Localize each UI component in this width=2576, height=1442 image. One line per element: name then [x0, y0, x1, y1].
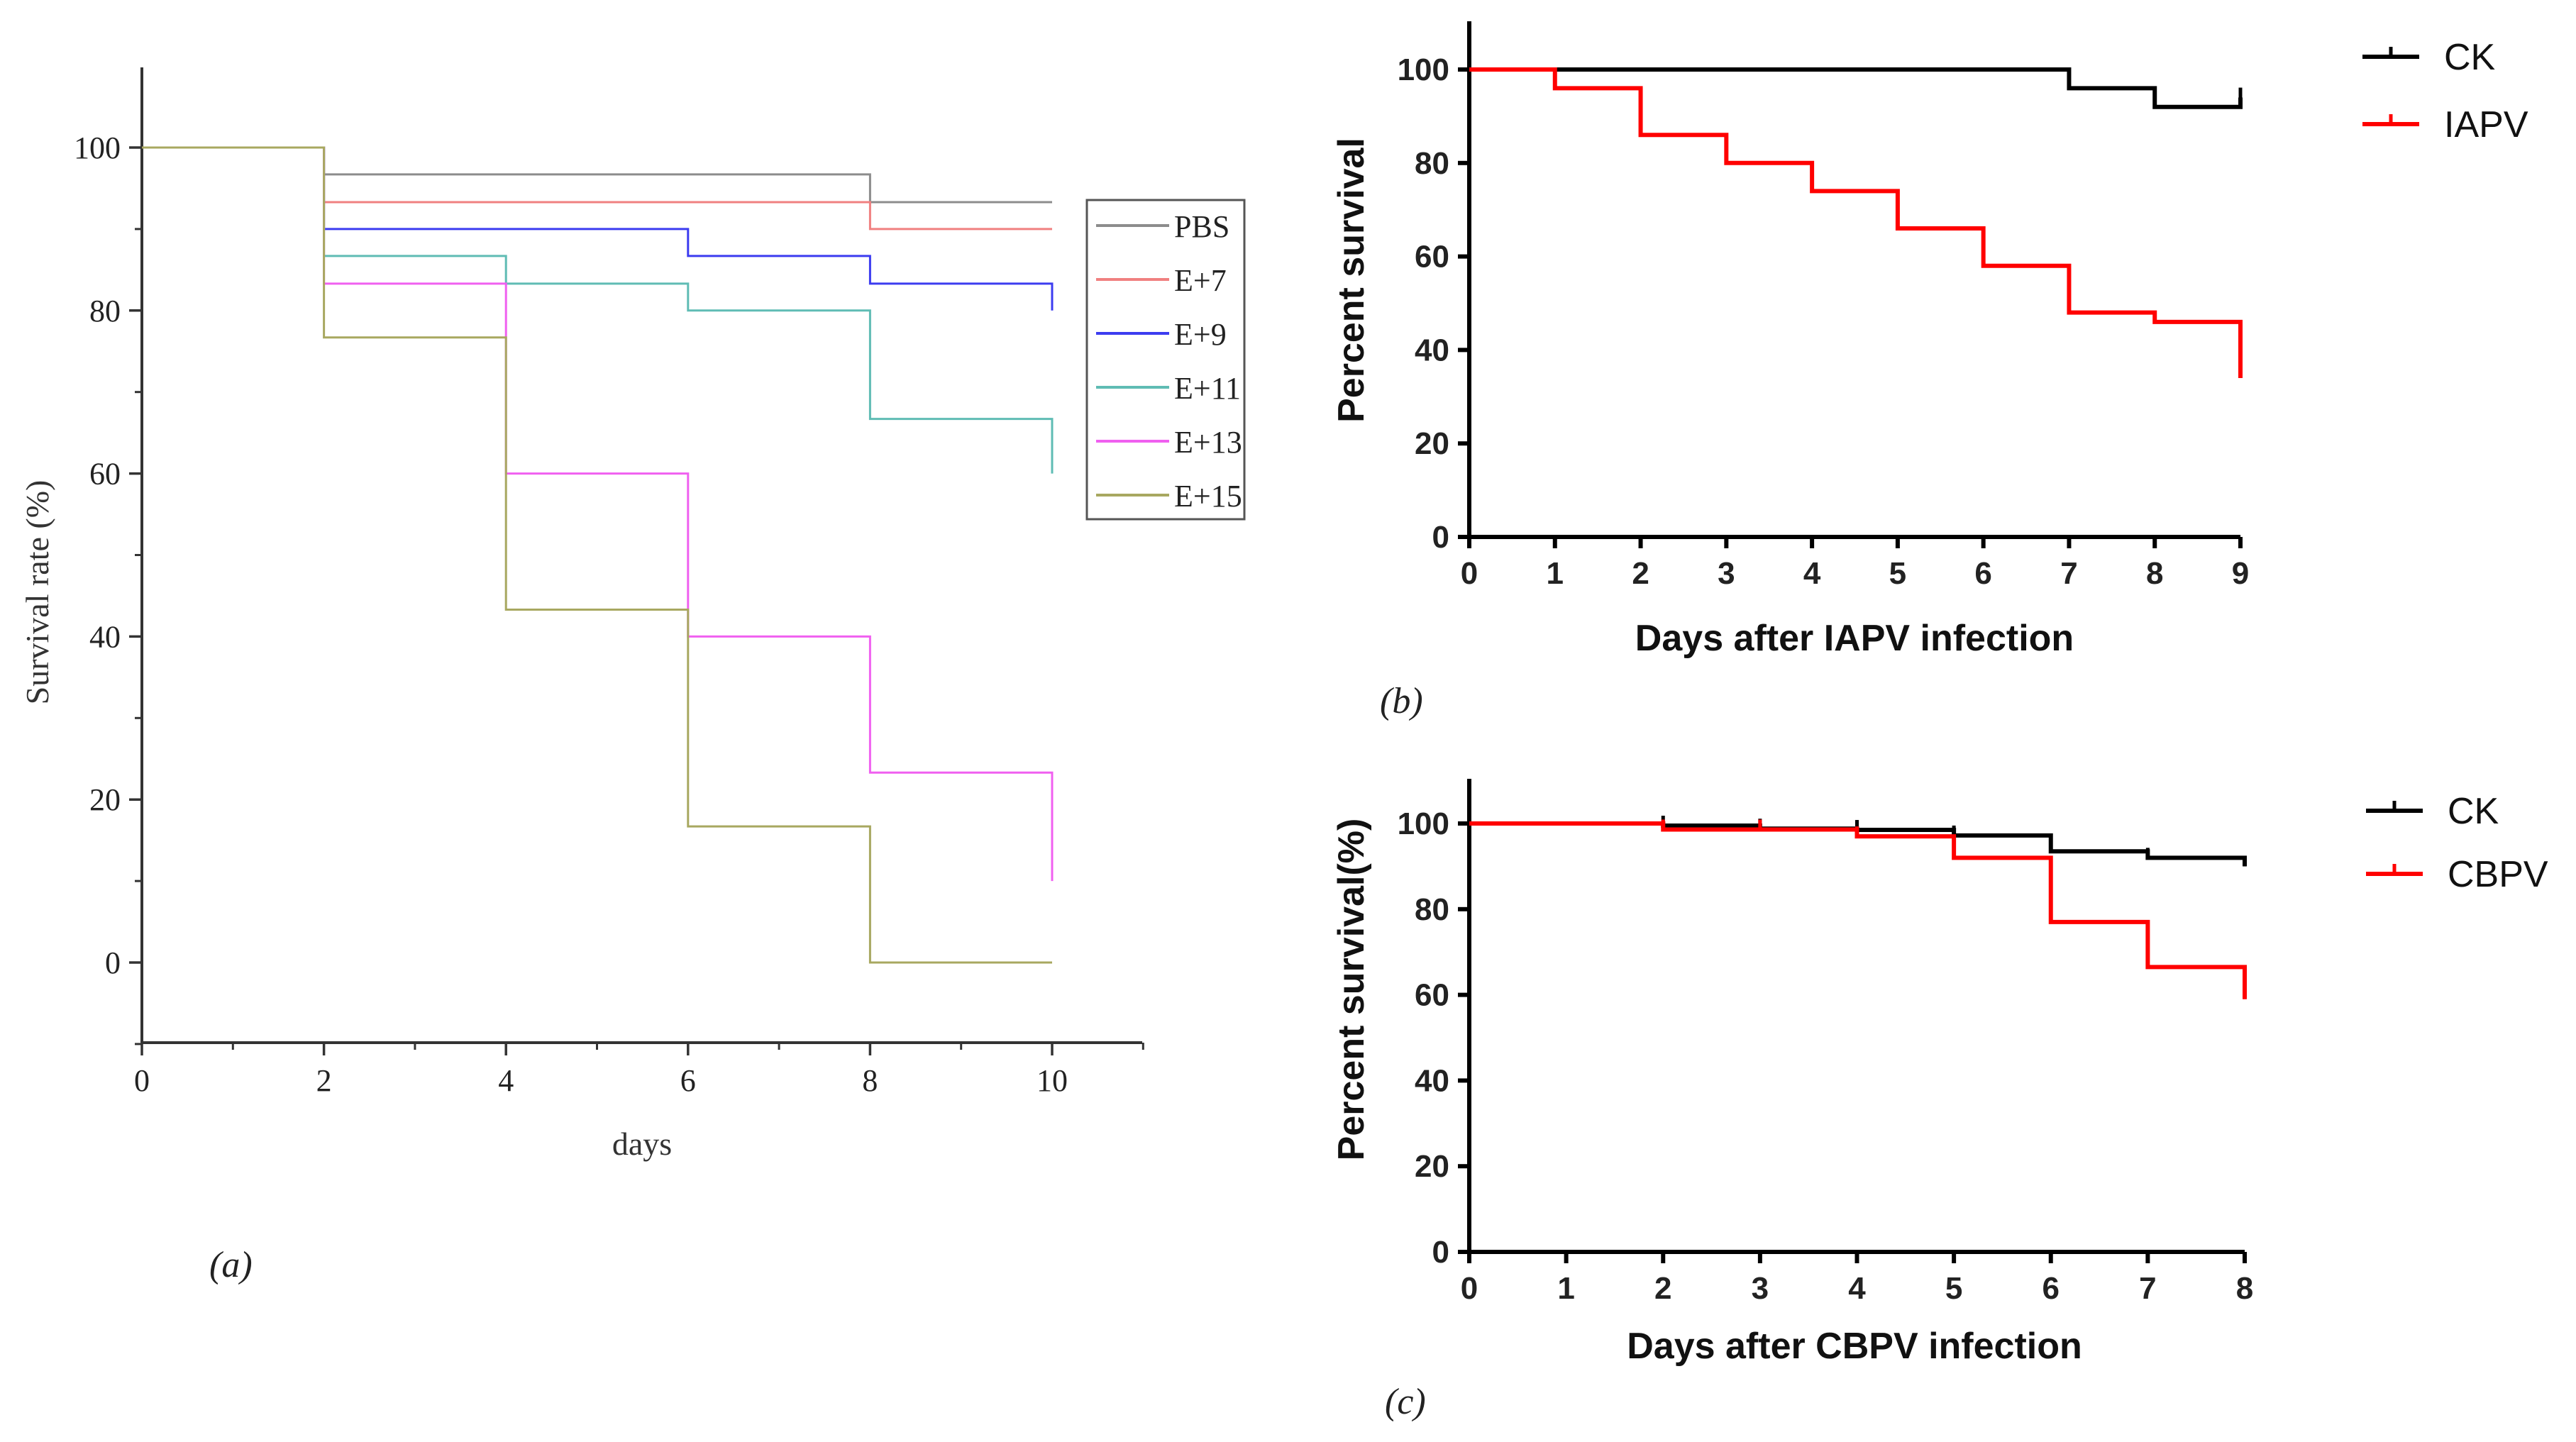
chart-c-panel-label: (c) [1385, 1382, 1426, 1422]
chart-a-legend-label: E+11 [1174, 371, 1241, 406]
chart-c-ytick-label: 100 [1398, 806, 1449, 841]
chart-b-xtick-label: 5 [1889, 556, 1906, 591]
chart-a-legend-label: E+9 [1174, 317, 1227, 352]
chart-b-ytick-label: 100 [1398, 52, 1449, 87]
chart-a-ytick-label: 80 [89, 294, 121, 328]
chart-b-ylabel: Percent survival [1331, 138, 1372, 423]
chart-a-xtick-label: 0 [134, 1063, 150, 1098]
chart-b-xtick-label: 9 [2232, 556, 2249, 591]
chart-b-xtick-label: 0 [1461, 556, 1478, 591]
chart-b-legend-label: CK [2444, 37, 2496, 78]
chart-a-series-eplus7 [142, 146, 1052, 231]
chart-b-xtick-label: 4 [1803, 556, 1821, 591]
chart-a-series-eplus15 [142, 146, 1052, 964]
chart-c-xtick-label: 2 [1654, 1271, 1671, 1306]
chart-c-ytick-label: 80 [1415, 892, 1449, 927]
chart-b-panel-label: (b) [1380, 681, 1423, 721]
chart-a-panel-label: (a) [209, 1245, 253, 1285]
chart-b-ytick-label: 40 [1415, 333, 1449, 367]
chart-b-xtick-label: 6 [1974, 556, 1991, 591]
chart-c-ytick-label: 40 [1415, 1063, 1449, 1098]
chart-a-series-pbs [142, 146, 1052, 204]
chart-b-legend-label: IAPV [2444, 104, 2528, 145]
chart-a-xtick-label: 4 [498, 1063, 514, 1098]
chart-a-ytick-label: 40 [89, 619, 121, 654]
chart-b-series-iapv [1469, 67, 2243, 378]
chart-b-ytick-label: 80 [1415, 146, 1449, 181]
chart-c-legend-label: CK [2448, 791, 2499, 832]
chart-a-xtick-label: 10 [1037, 1063, 1068, 1098]
chart-a-legend-label: E+7 [1174, 263, 1227, 298]
chart-b-ytick-label: 20 [1415, 426, 1449, 461]
chart-c-ytick-label: 0 [1432, 1235, 1449, 1270]
chart-b-series-ck [1469, 67, 2243, 109]
chart-b: 0 1 2 3 4 5 6 7 8 9 0 20 40 60 80 100 Days after IAPV i… [1331, 21, 2528, 721]
chart-c-ytick-label: 20 [1415, 1149, 1449, 1184]
chart-c-legend: CK CBPV [2366, 791, 2548, 895]
chart-a-xtick-label: 6 [680, 1063, 696, 1098]
chart-b-xtick-label: 1 [1547, 556, 1564, 591]
chart-b-xlabel: Days after IAPV infection [1635, 618, 2074, 659]
chart-a-legend [1085, 199, 1246, 521]
chart-b-xtick-label: 8 [2146, 556, 2163, 591]
chart-a-legend-label: E+13 [1174, 425, 1242, 460]
chart-c-xtick-label: 0 [1461, 1271, 1478, 1306]
chart-b-xtick-label: 2 [1632, 556, 1649, 591]
chart-a-ytick-label: 0 [105, 945, 121, 980]
chart-a-series-eplus13 [142, 146, 1054, 882]
chart-a-legend-label: E+15 [1174, 479, 1242, 514]
chart-c-xtick-label: 8 [2236, 1271, 2253, 1306]
chart-a-xtick-label: 2 [316, 1063, 332, 1098]
chart-a-legend-label: PBS [1174, 209, 1229, 244]
chart-c-xtick-label: 1 [1557, 1271, 1574, 1306]
chart-c-xtick-label: 5 [1945, 1271, 1962, 1306]
chart-c-xtick-label: 7 [2139, 1271, 2156, 1306]
chart-a-xlabel: days [612, 1126, 672, 1162]
chart-c-xlabel: Days after CBPV infection [1627, 1326, 2082, 1367]
chart-a-series-eplus11 [142, 146, 1054, 474]
chart-a-ytick-label: 100 [74, 131, 121, 165]
chart-b-ytick-label: 0 [1432, 520, 1449, 555]
chart-c-xtick-label: 3 [1752, 1271, 1769, 1306]
chart-b-ytick-label: 60 [1415, 240, 1449, 274]
chart-a-ytick-label: 60 [89, 457, 121, 492]
chart-c-xtick-label: 6 [2042, 1271, 2060, 1306]
chart-c-ytick-label: 60 [1415, 978, 1449, 1013]
chart-b-legend: CK IAPV [2362, 37, 2528, 145]
chart-a-ylabel: Survival rate (%) [19, 480, 55, 705]
chart-b-xtick-label: 3 [1718, 556, 1735, 591]
chart-a-ytick-label: 20 [89, 782, 121, 817]
chart-a-xtick-label: 8 [862, 1063, 878, 1098]
chart-c-legend-label: CBPV [2448, 854, 2548, 895]
chart-b-xtick-label: 7 [2060, 556, 2077, 591]
chart-c-xtick-label: 4 [1848, 1271, 1866, 1306]
chart-c-ylabel: Percent survival(%) [1331, 819, 1372, 1161]
